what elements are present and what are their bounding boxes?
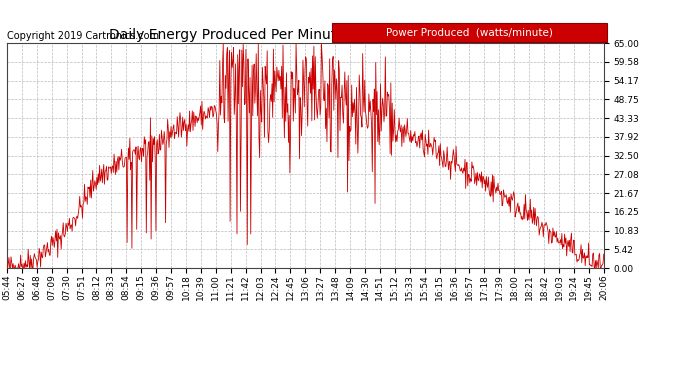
Text: Power Produced  (watts/minute): Power Produced (watts/minute) xyxy=(386,27,553,38)
Title: Daily Energy Produced Per Minute (Wm) Tue Jul 30 20:14: Daily Energy Produced Per Minute (Wm) Tu… xyxy=(109,28,502,42)
FancyBboxPatch shape xyxy=(332,23,607,42)
Text: Copyright 2019 Cartronics.com: Copyright 2019 Cartronics.com xyxy=(7,31,159,41)
